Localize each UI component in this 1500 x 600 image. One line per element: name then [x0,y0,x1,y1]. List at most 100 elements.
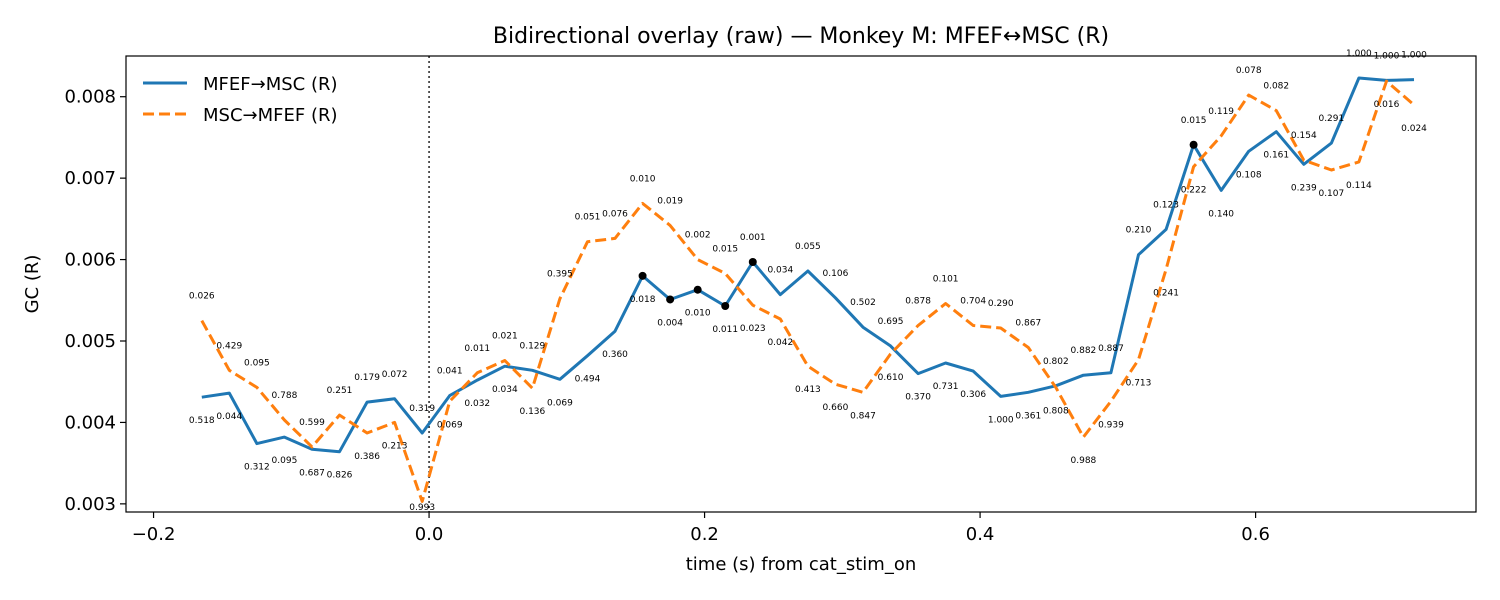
p-value-label: 0.695 [878,317,904,327]
p-value-label: 0.731 [933,382,959,392]
p-value-label: 0.887 [1098,344,1124,354]
p-value-label: 0.023 [740,324,766,334]
p-value-label: 0.713 [1126,379,1152,389]
p-value-label: 0.239 [1291,183,1317,193]
p-value-label: 0.051 [575,213,601,223]
p-value-label: 0.867 [1015,319,1041,329]
y-tick-label: 0.005 [64,331,116,352]
p-value-label: 0.599 [299,418,325,428]
y-tick-label: 0.004 [64,412,116,433]
p-value-label: 0.001 [740,233,766,243]
y-tick-label: 0.003 [64,494,116,515]
p-value-label: 0.429 [216,341,242,351]
significance-marker [748,258,757,267]
legend-label-msc-to-mfef: MSC→MFEF (R) [203,105,338,126]
x-tick-label: 0.6 [1241,524,1270,545]
p-value-label: 0.010 [685,309,711,319]
p-value-label: 0.704 [960,297,986,307]
p-value-label: 0.015 [1181,116,1207,126]
p-value-label: 0.004 [657,318,683,328]
y-tick-label: 0.006 [64,250,116,271]
p-value-label: 0.101 [933,275,959,285]
p-value-label: 0.095 [244,358,270,368]
y-axis: 0.003 0.004 0.005 0.006 0.007 0.008 [64,87,126,515]
p-value-label: 0.019 [657,196,683,206]
plot-area [125,55,1477,513]
p-value-label: 0.179 [354,373,380,383]
p-value-label: 0.808 [1043,406,1069,416]
p-value-label: 0.878 [905,297,931,307]
p-value-label: 0.076 [602,209,628,219]
p-value-label: 1.000 [1346,49,1372,59]
x-axis: −0.2 0.0 0.2 0.4 0.6 [132,512,1270,545]
x-axis-label: time (s) from cat_stim_on [686,554,917,575]
p-value-label: 0.078 [1236,66,1262,76]
p-value-label: 0.788 [272,391,298,401]
p-value-label: 0.687 [299,468,325,478]
p-value-label: 0.114 [1346,181,1372,191]
significance-marker [666,295,675,304]
significance-marker [721,301,730,310]
p-value-label: 0.136 [519,407,545,417]
p-value-label: 0.107 [1318,189,1344,199]
p-value-label: 0.291 [1318,114,1344,124]
p-value-label: 0.024 [1401,124,1427,134]
p-value-label: 1.000 [1374,51,1400,61]
p-value-label: 0.069 [547,398,573,408]
p-value-label: 0.660 [823,403,849,413]
p-value-label: 0.939 [1098,420,1124,430]
p-value-label: 0.018 [630,295,656,305]
p-value-label: 0.010 [630,174,656,184]
x-tick-label: −0.2 [132,524,176,545]
p-value-label: 0.140 [1208,209,1234,219]
p-value-label: 0.108 [1236,170,1262,180]
p-value-label: 0.370 [905,393,931,403]
significance-marker-layer [638,140,1198,310]
p-value-label: 0.119 [1208,107,1234,117]
legend-label-mfef-to-msc: MFEF→MSC (R) [203,74,338,95]
p-value-label: 0.386 [354,452,380,462]
p-value-label: 0.011 [712,325,738,335]
p-value-label: 0.154 [1291,131,1317,141]
significance-marker [693,285,702,294]
p-value-label: 0.021 [492,332,518,342]
p-value-label: 0.802 [1043,357,1069,367]
p-value-label: 0.395 [547,270,573,280]
x-tick-label: 0.0 [415,524,444,545]
p-value-label: 0.041 [437,367,463,377]
p-value-label: 0.988 [1071,456,1097,466]
p-value-label: 0.361 [1015,411,1041,421]
p-value-label: 0.360 [602,350,628,360]
p-value-label: 0.290 [988,299,1014,309]
series-line-msc-to-mfef [200,79,1415,503]
series-layer [200,76,1415,503]
p-value-label: 0.413 [795,385,821,395]
p-value-label: 0.034 [767,266,793,276]
p-value-label: 0.319 [409,404,435,414]
p-value-label: 0.222 [1181,186,1207,196]
p-value-label: 0.210 [1126,226,1152,236]
y-axis-label: GC (R) [22,255,43,314]
p-value-label: 0.312 [244,463,270,473]
p-value-label: 0.042 [767,338,793,348]
p-value-label: 0.044 [216,412,242,422]
p-value-label: 0.610 [878,373,904,383]
p-value-label: 0.016 [1374,100,1400,110]
p-value-label: 0.213 [382,441,408,451]
p-value-label: 0.069 [437,420,463,430]
p-value-label: 1.000 [988,415,1014,425]
p-value-label: 0.882 [1071,346,1097,356]
p-value-label: 0.826 [327,471,353,481]
p-value-label: 0.032 [464,399,490,409]
series-line-mfef-to-msc [201,76,1415,454]
p-value-label: 0.082 [1263,82,1289,92]
p-value-label: 0.518 [189,416,215,426]
p-value-label: 0.026 [189,292,215,302]
y-tick-label: 0.007 [64,168,116,189]
p-value-label: 0.251 [327,386,353,396]
significance-marker [638,271,647,280]
x-tick-label: 0.4 [966,524,995,545]
p-value-label: 0.002 [685,231,711,241]
